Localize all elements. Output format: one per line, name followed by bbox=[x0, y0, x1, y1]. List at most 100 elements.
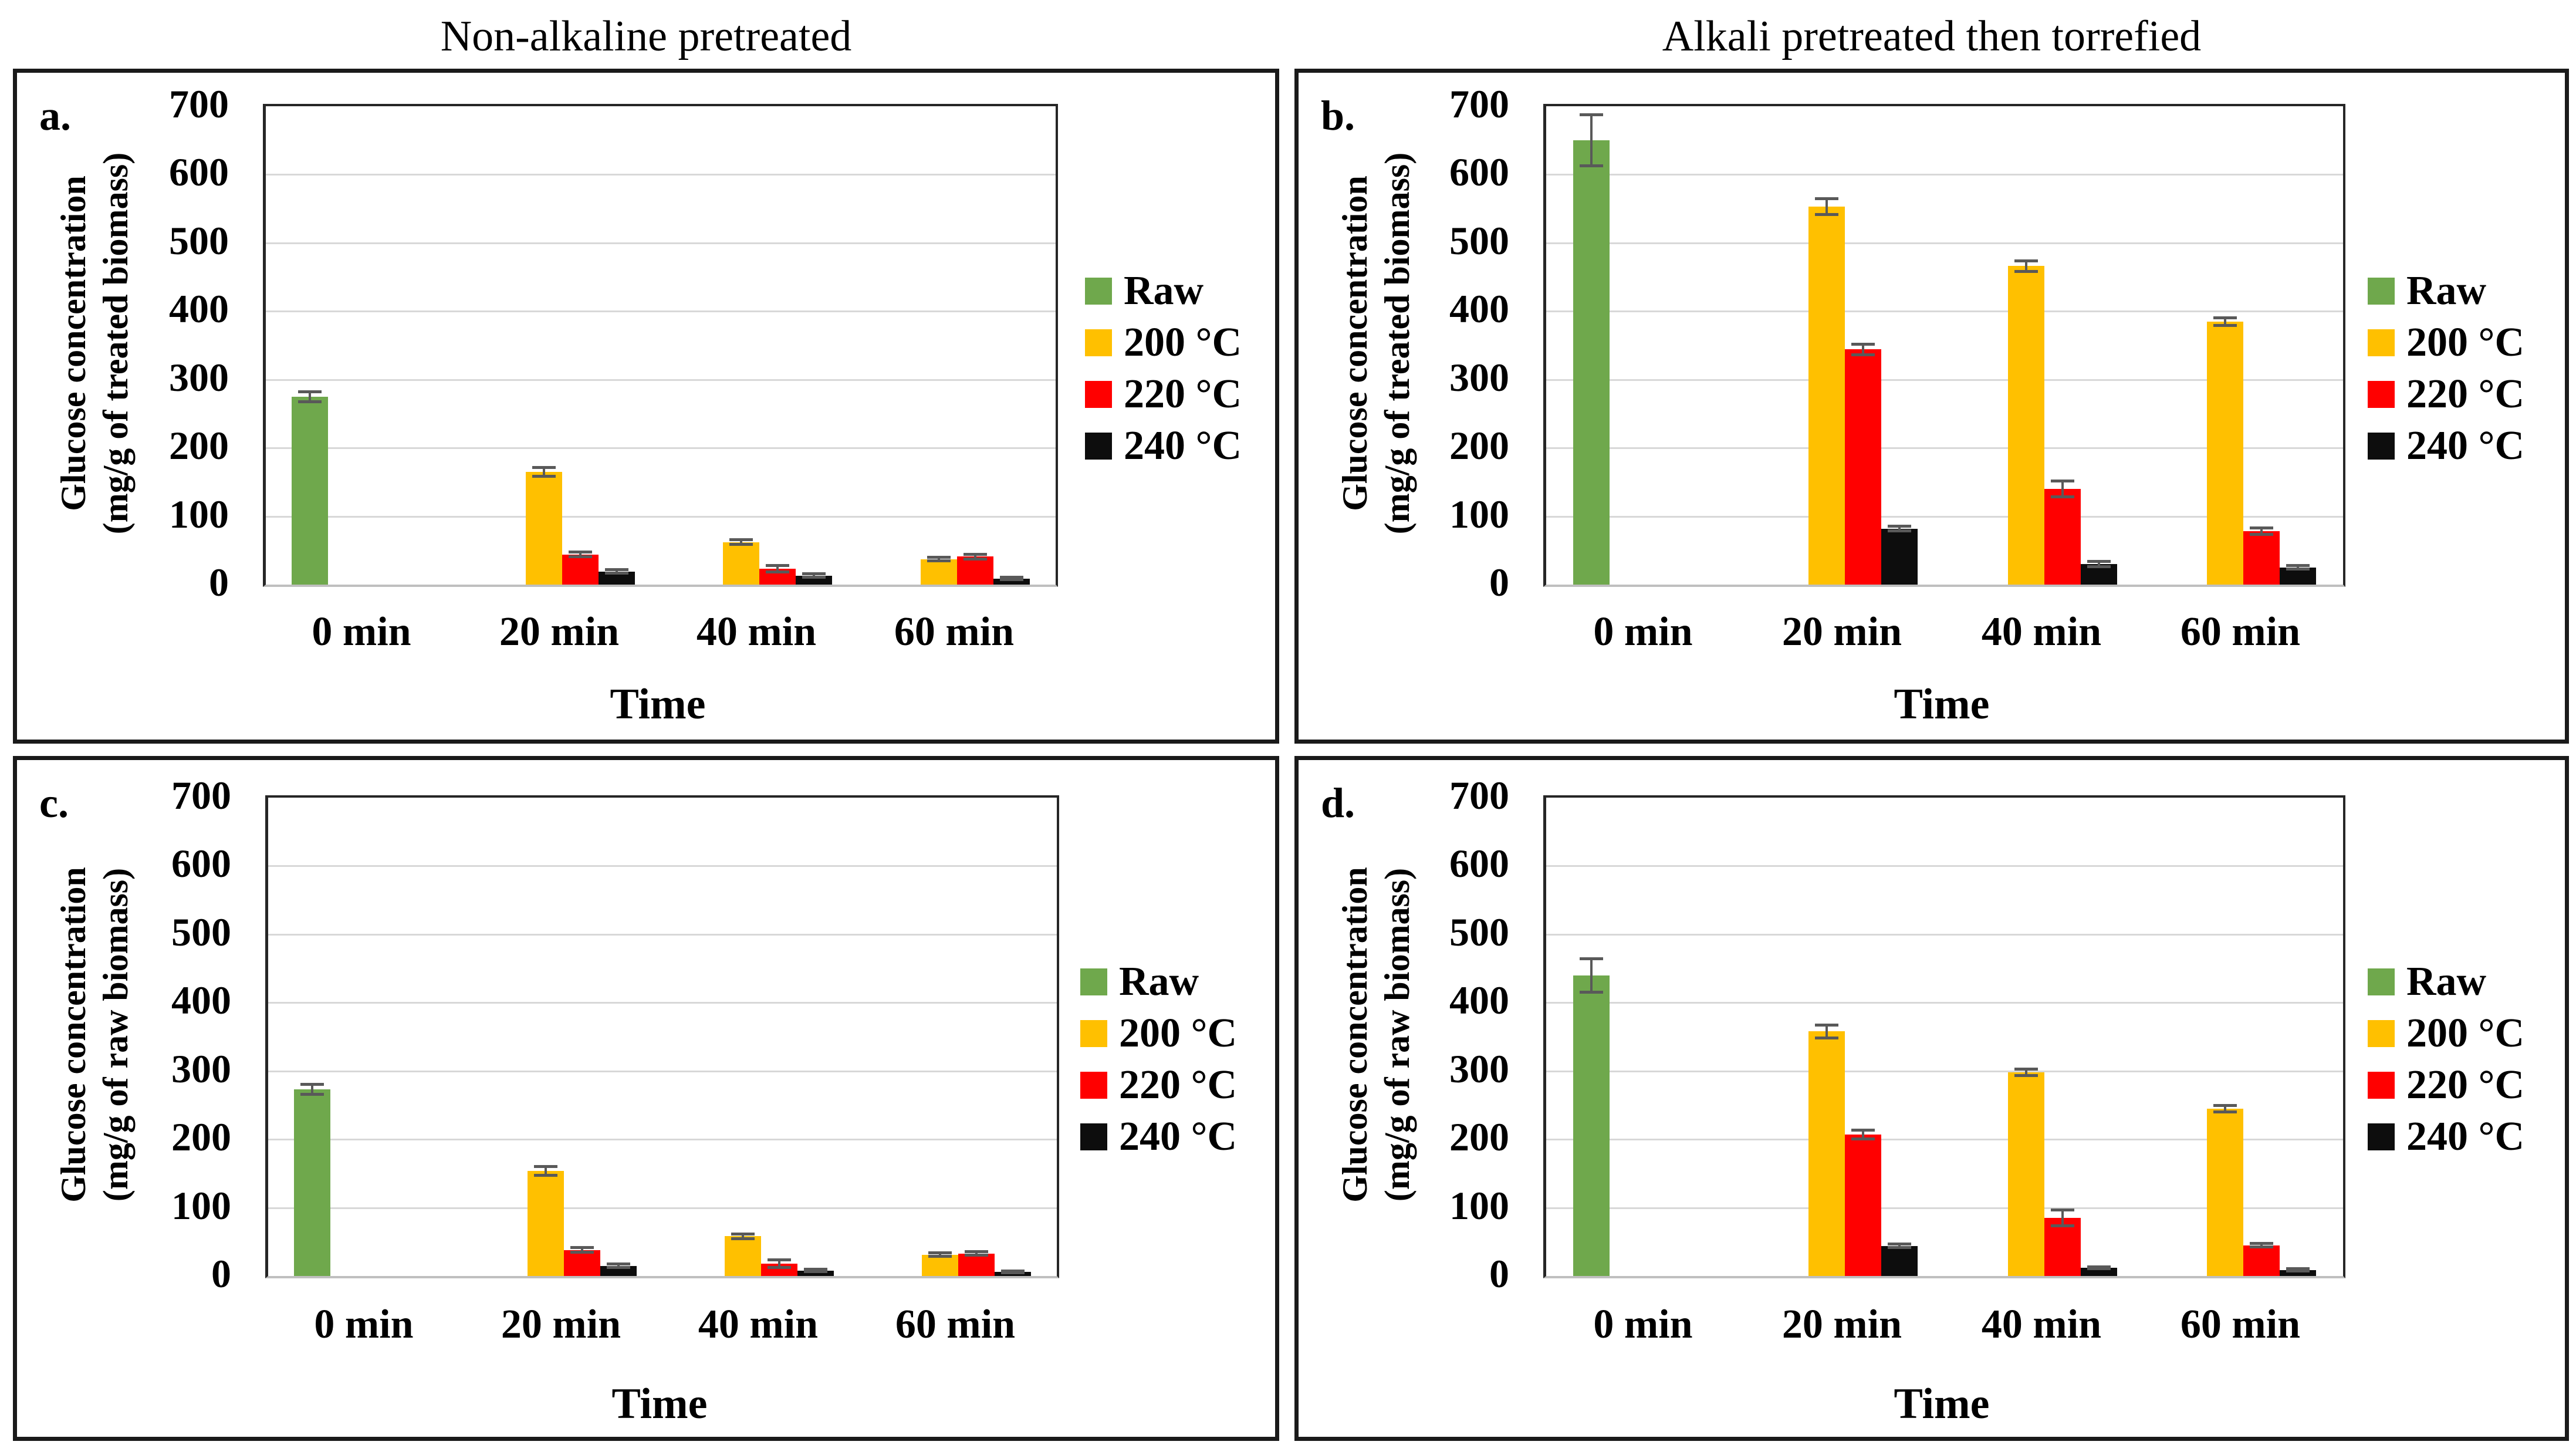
bar-240-c-20-min bbox=[599, 572, 635, 585]
error-bar-200-c-40-min-cap-bottom bbox=[2014, 269, 2038, 273]
x-tick-label-40-min: 40 min bbox=[1981, 1302, 2102, 1347]
error-bar-200-c-60-min-cap-bottom bbox=[2213, 323, 2237, 327]
legend-label-220-c: 220 °C bbox=[1124, 372, 1242, 417]
panel-d: d. Glucose concentration (mg/g of raw biom… bbox=[1294, 756, 2569, 1441]
legend-swatch-raw bbox=[2368, 278, 2395, 305]
bar-200-c-20-min bbox=[1808, 1031, 1845, 1276]
legend-label-240-c: 240 °C bbox=[1119, 1114, 1238, 1159]
error-bar-200-c-60-min bbox=[939, 1253, 941, 1257]
error-bar-200-c-40-min bbox=[742, 1233, 744, 1240]
legend-label-raw: Raw bbox=[2406, 959, 2487, 1004]
legend-swatch-200-c bbox=[2368, 1020, 2395, 1047]
error-bar-200-c-40-min-cap-top bbox=[2014, 1068, 2038, 1071]
y-tick-label-300: 300 bbox=[171, 1046, 231, 1091]
y-tick-label-100: 100 bbox=[171, 1183, 231, 1228]
y-tick-label-300: 300 bbox=[1449, 1046, 1509, 1091]
bar-raw-0-min bbox=[294, 1089, 330, 1276]
bar-200-c-60-min bbox=[921, 559, 957, 585]
gridline-300 bbox=[1546, 379, 2343, 381]
gridline-400 bbox=[268, 1002, 1057, 1004]
bar-200-c-40-min bbox=[2008, 1072, 2044, 1276]
legend-swatch-raw bbox=[2368, 968, 2395, 995]
error-bar-200-c-40-min-cap-top bbox=[2014, 259, 2038, 263]
bar-raw-0-min bbox=[292, 397, 328, 585]
y-axis-label-line2: (mg/g of raw biomass) bbox=[1378, 867, 1417, 1201]
y-axis-label-line2: (mg/g of raw biomass) bbox=[96, 867, 135, 1201]
legend-label-240-c: 240 °C bbox=[2406, 423, 2525, 468]
gridline-200 bbox=[1546, 447, 2343, 450]
error-bar-240-c-40-min-cap-bottom bbox=[802, 576, 826, 579]
panel-letter-a: a. bbox=[39, 92, 71, 139]
error-bar-raw-0-min bbox=[309, 391, 311, 403]
bar-200-c-20-min bbox=[526, 472, 562, 585]
error-bar-240-c-40-min-cap-top bbox=[2087, 560, 2111, 563]
error-bar-240-c-60-min-cap-bottom bbox=[2286, 568, 2310, 571]
y-tick-label-500: 500 bbox=[1449, 218, 1509, 263]
legend-label-raw: Raw bbox=[2406, 268, 2487, 313]
error-bar-raw-0-min-cap-bottom bbox=[1580, 164, 1603, 168]
gridline-300 bbox=[268, 1070, 1057, 1072]
y-tick-label-400: 400 bbox=[1449, 978, 1509, 1023]
error-bar-240-c-20-min bbox=[616, 569, 618, 574]
error-bar-220-c-20-min-cap-top bbox=[570, 1246, 594, 1250]
error-bar-220-c-40-min-cap-top bbox=[2051, 1208, 2074, 1212]
gridline-500 bbox=[1546, 242, 2343, 244]
error-bar-240-c-20-min-cap-bottom bbox=[607, 1266, 630, 1270]
error-bar-220-c-40-min-cap-top bbox=[2051, 480, 2074, 483]
y-tick-label-400: 400 bbox=[169, 286, 229, 332]
error-bar-220-c-20-min-cap-bottom bbox=[1851, 1137, 1875, 1141]
error-bar-220-c-40-min-cap-bottom bbox=[2051, 1224, 2074, 1227]
y-axis-label: Glucose concentration (mg/g of raw biomas… bbox=[1334, 653, 1418, 1416]
error-bar-240-c-20-min-cap-top bbox=[605, 568, 628, 572]
error-bar-200-c-40-min-cap-top bbox=[729, 538, 753, 542]
y-tick-label-400: 400 bbox=[171, 978, 231, 1023]
bar-220-c-60-min bbox=[2243, 1245, 2280, 1276]
y-axis-label-line1: Glucose concentration bbox=[54, 866, 93, 1203]
gridline-100 bbox=[1546, 1207, 2343, 1209]
error-bar-200-c-40-min-cap-bottom bbox=[2014, 1073, 2038, 1077]
error-bar-200-c-60-min-cap-top bbox=[2213, 1103, 2237, 1107]
panel-c: c. Glucose concentration (mg/g of raw biom… bbox=[13, 756, 1279, 1441]
error-bar-raw-0-min-cap-top bbox=[300, 1082, 324, 1086]
error-bar-240-c-60-min-cap-top bbox=[1000, 576, 1023, 579]
bar-raw-0-min bbox=[1573, 140, 1610, 585]
error-bar-240-c-40-min-cap-top bbox=[2087, 1265, 2111, 1268]
error-bar-220-c-40-min bbox=[778, 1260, 780, 1268]
bar-240-c-60-min bbox=[993, 579, 1030, 585]
error-bar-200-c-20-min-cap-top bbox=[532, 465, 556, 469]
y-tick-label-300: 300 bbox=[1449, 355, 1509, 400]
gridline-200 bbox=[1546, 1139, 2343, 1141]
legend-label-240-c: 240 °C bbox=[2406, 1114, 2525, 1159]
error-bar-220-c-60-min bbox=[2260, 528, 2263, 535]
error-bar-240-c-20-min bbox=[617, 1264, 620, 1268]
error-bar-200-c-60-min-cap-top bbox=[928, 1251, 952, 1255]
y-tick-label-0: 0 bbox=[209, 560, 229, 605]
legend-label-240-c: 240 °C bbox=[1124, 423, 1242, 468]
y-tick-label-100: 100 bbox=[1449, 491, 1509, 536]
error-bar-220-c-40-min-cap-bottom bbox=[768, 1266, 791, 1270]
error-bar-240-c-60-min-cap-bottom bbox=[2286, 1269, 2310, 1272]
bar-240-c-20-min bbox=[1881, 1246, 1918, 1276]
error-bar-200-c-20-min bbox=[1825, 198, 1828, 215]
error-bar-220-c-60-min bbox=[975, 1251, 978, 1256]
y-tick-label-600: 600 bbox=[1449, 150, 1509, 195]
error-bar-220-c-20-min-cap-top bbox=[1851, 1128, 1875, 1132]
gridline-100 bbox=[268, 1207, 1057, 1209]
x-axis-title: Time bbox=[1894, 1380, 1990, 1428]
error-bar-220-c-60-min-cap-top bbox=[965, 1250, 988, 1254]
y-tick-label-0: 0 bbox=[1489, 1251, 1509, 1296]
error-bar-240-c-40-min bbox=[2098, 561, 2100, 567]
legend-swatch-240-c bbox=[2368, 433, 2395, 460]
y-tick-label-700: 700 bbox=[169, 82, 229, 126]
bar-220-c-20-min bbox=[1845, 1135, 1881, 1276]
x-tick-label-40-min: 40 min bbox=[696, 609, 817, 654]
error-bar-raw-0-min-cap-top bbox=[298, 390, 322, 393]
x-axis-title: Time bbox=[611, 1380, 708, 1428]
y-axis-label: Glucose concentration (mg/g of raw biomas… bbox=[52, 653, 137, 1416]
y-tick-label-200: 200 bbox=[171, 1115, 231, 1160]
error-bar-200-c-60-min bbox=[938, 557, 940, 562]
y-tick-label-300: 300 bbox=[169, 355, 229, 400]
x-axis-title: Time bbox=[1894, 680, 1990, 728]
x-tick-label-60-min: 60 min bbox=[894, 609, 1015, 654]
legend-label-200-c: 200 °C bbox=[1119, 1011, 1238, 1056]
